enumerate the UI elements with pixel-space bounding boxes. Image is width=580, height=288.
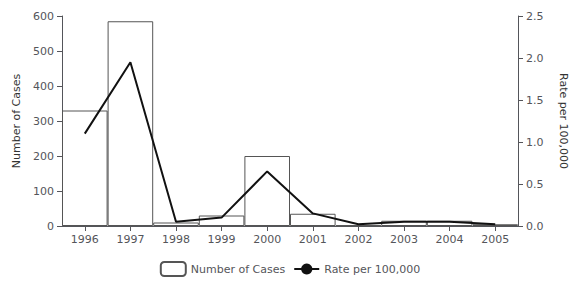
svg-text:0: 0 [47,220,54,233]
svg-text:Number of Cases: Number of Cases [10,74,23,169]
svg-text:0.0: 0.0 [526,220,544,233]
svg-text:100: 100 [33,185,54,198]
svg-text:2002: 2002 [344,233,372,246]
svg-text:2001: 2001 [299,233,327,246]
svg-text:300: 300 [33,115,54,128]
svg-text:600: 600 [33,10,54,23]
svg-text:Number of Cases: Number of Cases [191,263,286,276]
svg-text:2004: 2004 [436,233,464,246]
svg-text:500: 500 [33,45,54,58]
svg-text:2.0: 2.0 [526,52,544,65]
svg-text:1.5: 1.5 [526,94,544,107]
svg-text:Rate per 100,000: Rate per 100,000 [557,73,570,169]
svg-text:Rate per 100,000: Rate per 100,000 [324,263,420,276]
svg-text:2.5: 2.5 [526,10,544,23]
svg-text:1997: 1997 [116,233,144,246]
svg-text:2005: 2005 [481,233,509,246]
svg-text:0.5: 0.5 [526,178,544,191]
svg-text:2003: 2003 [390,233,418,246]
svg-text:1999: 1999 [208,233,236,246]
svg-text:200: 200 [33,150,54,163]
svg-text:1.0: 1.0 [526,136,544,149]
svg-text:400: 400 [33,80,54,93]
svg-text:2000: 2000 [253,233,281,246]
svg-text:1998: 1998 [162,233,190,246]
svg-text:1996: 1996 [71,233,99,246]
